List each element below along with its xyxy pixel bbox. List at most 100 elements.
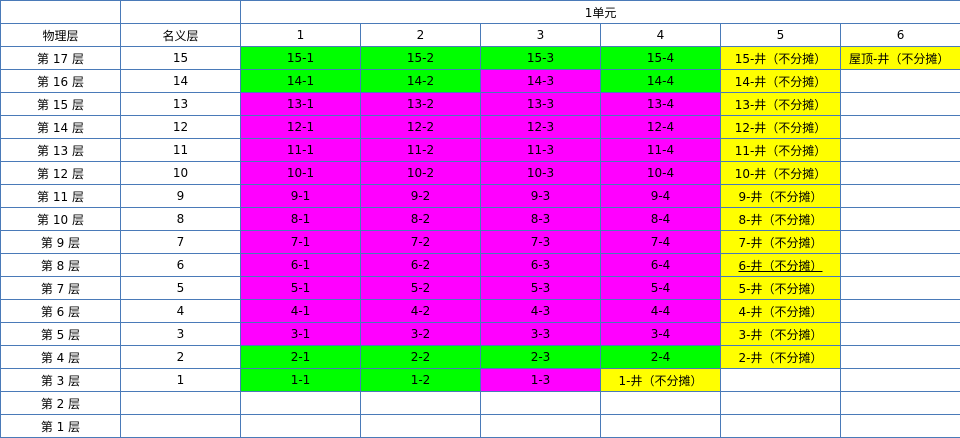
unit-cell[interactable]: 9-2 (360, 184, 481, 208)
column-header-5[interactable]: 5 (720, 23, 841, 47)
unit-cell[interactable]: 10-3 (480, 161, 601, 185)
unit-cell[interactable] (360, 391, 481, 415)
unit-cell[interactable]: 12-3 (480, 115, 601, 139)
unit-cell[interactable]: 3-3 (480, 322, 601, 346)
physical-floor-cell[interactable]: 第 5 层 (0, 322, 121, 346)
unit-cell[interactable]: 1-2 (360, 368, 481, 392)
unit-cell[interactable]: 2-2 (360, 345, 481, 369)
unit-cell[interactable]: 6-2 (360, 253, 481, 277)
nominal-floor-cell[interactable]: 13 (120, 92, 241, 116)
unit-cell[interactable]: 14-1 (240, 69, 361, 93)
unit-cell[interactable] (240, 391, 361, 415)
unit-cell[interactable]: 10-2 (360, 161, 481, 185)
unit-cell[interactable]: 13-3 (480, 92, 601, 116)
unit-cell[interactable]: 12-2 (360, 115, 481, 139)
unit-cell[interactable] (839, 92, 960, 116)
unit-cell[interactable]: 12-4 (600, 115, 721, 139)
unit-cell[interactable]: 6-4 (600, 253, 721, 277)
unit-cell[interactable] (839, 230, 960, 254)
unit-cell[interactable]: 6-1 (240, 253, 361, 277)
nominal-floor-cell[interactable]: 11 (120, 138, 241, 162)
unit-cell[interactable]: 4-3 (480, 299, 601, 323)
physical-floor-cell[interactable]: 第 9 层 (0, 230, 121, 254)
physical-floor-cell[interactable]: 第 17 层 (0, 46, 121, 70)
unit-cell[interactable]: 14-4 (600, 69, 721, 93)
physical-floor-header[interactable]: 物理层 (0, 23, 121, 47)
unit-cell[interactable]: 3-1 (240, 322, 361, 346)
unit-cell[interactable] (839, 161, 960, 185)
unit-cell[interactable]: 11-1 (240, 138, 361, 162)
unit-cell[interactable]: 4-4 (600, 299, 721, 323)
unit-cell[interactable] (720, 391, 841, 415)
unit-cell[interactable]: 7-井（不分摊） (720, 230, 841, 254)
nominal-floor-header[interactable]: 名义层 (120, 23, 241, 47)
unit-cell[interactable]: 2-1 (240, 345, 361, 369)
physical-floor-cell[interactable]: 第 8 层 (0, 253, 121, 277)
physical-floor-cell[interactable]: 第 16 层 (0, 69, 121, 93)
unit-cell[interactable]: 14-3 (480, 69, 601, 93)
unit-cell[interactable]: 4-2 (360, 299, 481, 323)
unit-cell[interactable]: 6-井（不分摊） (720, 253, 841, 277)
unit-cell[interactable]: 11-2 (360, 138, 481, 162)
physical-floor-cell[interactable]: 第 11 层 (0, 184, 121, 208)
unit-cell[interactable] (839, 115, 960, 139)
unit-cell[interactable]: 10-1 (240, 161, 361, 185)
unit-cell[interactable]: 13-1 (240, 92, 361, 116)
physical-floor-cell[interactable]: 第 14 层 (0, 115, 121, 139)
nominal-floor-cell[interactable]: 6 (120, 253, 241, 277)
unit-cell[interactable]: 2-4 (600, 345, 721, 369)
unit-cell[interactable]: 6-3 (480, 253, 601, 277)
unit-cell[interactable] (839, 207, 960, 231)
nominal-floor-cell[interactable]: 15 (120, 46, 241, 70)
unit-cell[interactable]: 15-1 (240, 46, 361, 70)
unit-cell[interactable]: 5-1 (240, 276, 361, 300)
column-header-2[interactable]: 2 (360, 23, 481, 47)
nominal-floor-cell[interactable]: 10 (120, 161, 241, 185)
unit-cell[interactable] (480, 391, 601, 415)
unit-cell[interactable]: 11-3 (480, 138, 601, 162)
unit-cell[interactable]: 1-3 (480, 368, 601, 392)
physical-floor-cell[interactable]: 第 3 层 (0, 368, 121, 392)
physical-floor-cell[interactable]: 第 2 层 (0, 391, 121, 415)
unit-cell[interactable]: 9-井（不分摊） (720, 184, 841, 208)
unit-cell[interactable]: 12-井（不分摊） (720, 115, 841, 139)
unit-cell[interactable]: 13-4 (600, 92, 721, 116)
unit-cell[interactable]: 7-1 (240, 230, 361, 254)
unit-cell[interactable]: 4-井（不分摊） (720, 299, 841, 323)
nominal-floor-cell[interactable] (120, 414, 241, 438)
unit-cell[interactable] (839, 322, 960, 346)
unit-cell[interactable]: 2-3 (480, 345, 601, 369)
column-header-4[interactable]: 4 (600, 23, 721, 47)
nominal-floor-cell[interactable]: 8 (120, 207, 241, 231)
unit-cell[interactable]: 8-3 (480, 207, 601, 231)
unit-cell[interactable]: 11-4 (600, 138, 721, 162)
physical-floor-cell[interactable]: 第 4 层 (0, 345, 121, 369)
unit-cell[interactable] (720, 368, 841, 392)
unit-cell[interactable]: 8-2 (360, 207, 481, 231)
unit-cell[interactable] (600, 414, 721, 438)
unit-cell[interactable]: 屋顶-井（不分摊） (839, 46, 960, 70)
unit-cell[interactable]: 5-4 (600, 276, 721, 300)
corner-cell[interactable] (120, 0, 241, 24)
nominal-floor-cell[interactable]: 9 (120, 184, 241, 208)
unit-cell[interactable]: 7-2 (360, 230, 481, 254)
unit-cell[interactable]: 5-3 (480, 276, 601, 300)
column-header-1[interactable]: 1 (240, 23, 361, 47)
unit-cell[interactable]: 5-井（不分摊） (720, 276, 841, 300)
unit-cell[interactable]: 7-4 (600, 230, 721, 254)
unit-cell[interactable] (839, 368, 960, 392)
unit-cell[interactable] (839, 414, 960, 438)
nominal-floor-cell[interactable]: 2 (120, 345, 241, 369)
unit-cell[interactable]: 10-4 (600, 161, 721, 185)
unit-cell[interactable]: 5-2 (360, 276, 481, 300)
unit-cell[interactable]: 15-井（不分摊） (720, 46, 841, 70)
unit-cell[interactable] (839, 276, 960, 300)
nominal-floor-cell[interactable]: 1 (120, 368, 241, 392)
physical-floor-cell[interactable]: 第 1 层 (0, 414, 121, 438)
nominal-floor-cell[interactable]: 14 (120, 69, 241, 93)
unit-cell[interactable] (720, 414, 841, 438)
unit-cell[interactable] (839, 184, 960, 208)
unit-cell[interactable]: 7-3 (480, 230, 601, 254)
unit-cell[interactable] (360, 414, 481, 438)
physical-floor-cell[interactable]: 第 12 层 (0, 161, 121, 185)
